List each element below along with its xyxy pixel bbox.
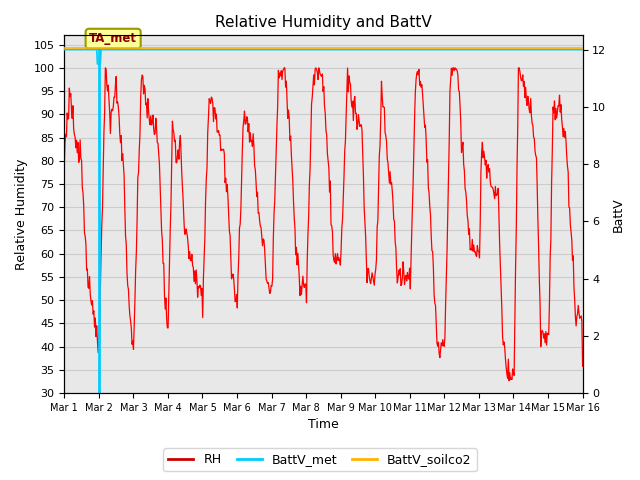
Text: TA_met: TA_met [89, 32, 137, 45]
Y-axis label: BattV: BattV [612, 197, 625, 231]
Y-axis label: Relative Humidity: Relative Humidity [15, 158, 28, 270]
Legend: RH, BattV_met, BattV_soilco2: RH, BattV_met, BattV_soilco2 [163, 448, 477, 471]
X-axis label: Time: Time [308, 419, 339, 432]
Title: Relative Humidity and BattV: Relative Humidity and BattV [215, 15, 432, 30]
